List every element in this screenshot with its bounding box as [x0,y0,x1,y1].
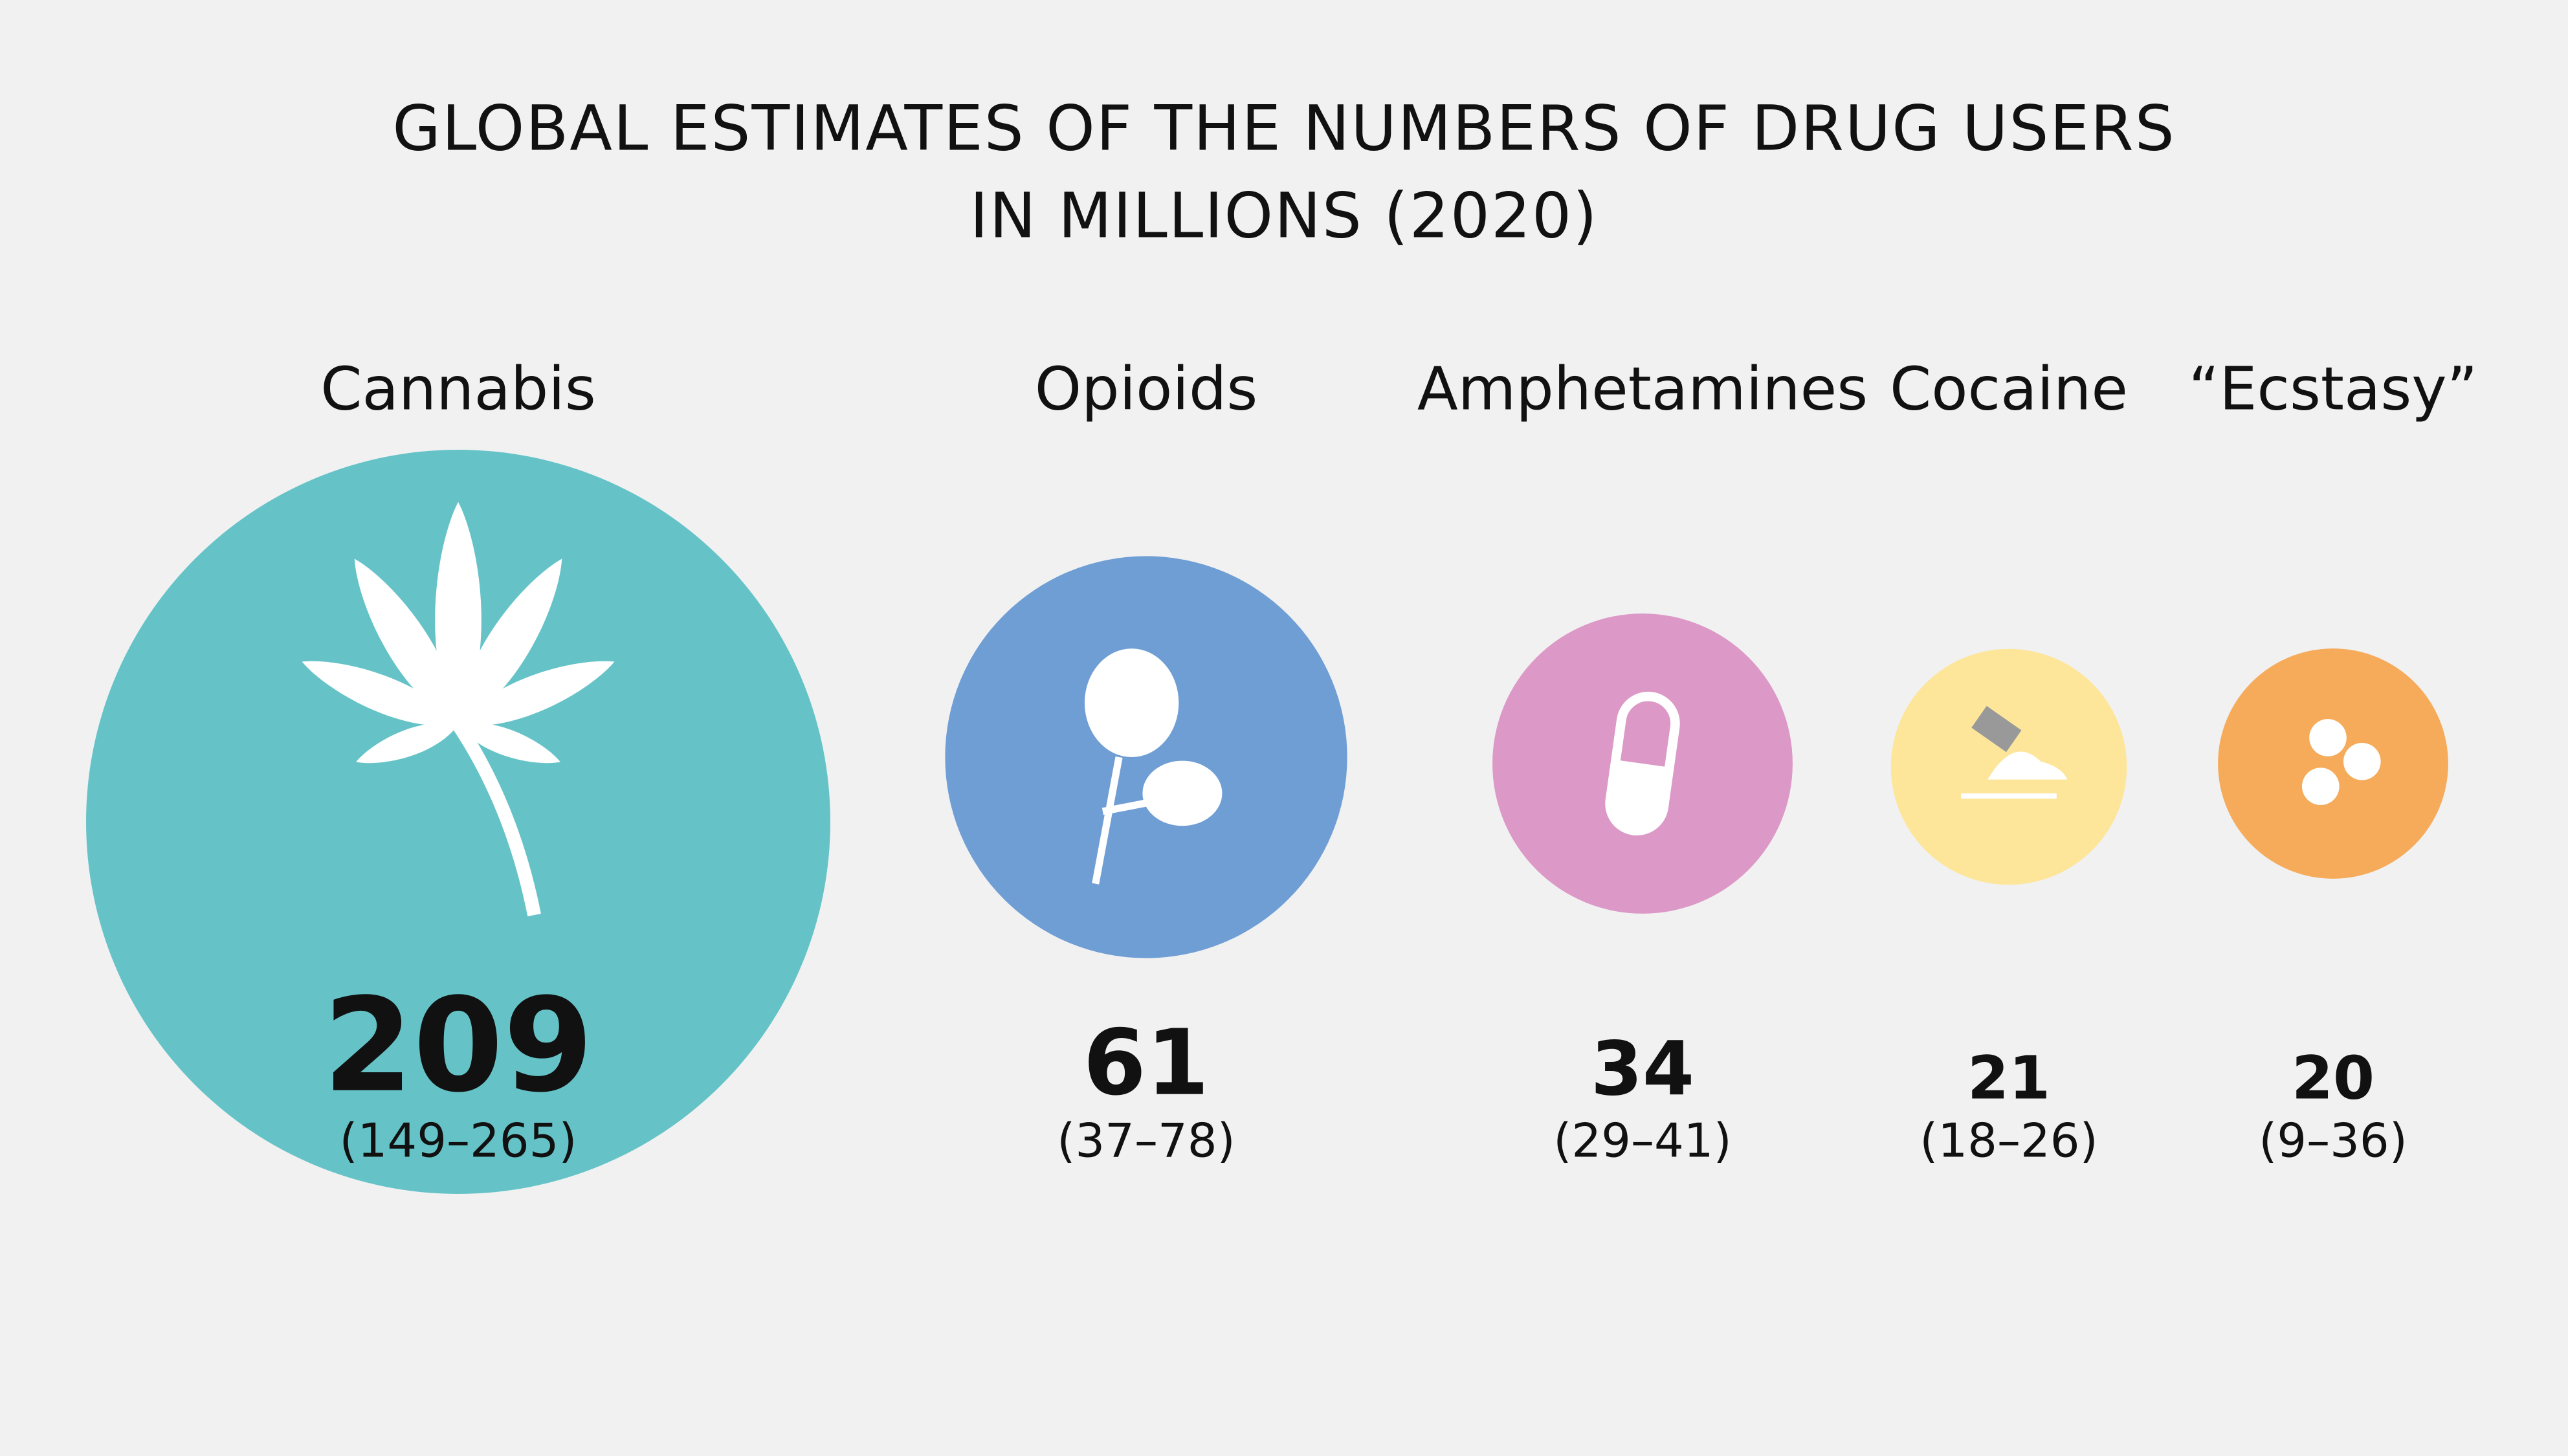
blade [1971,705,2022,753]
leaf [356,723,458,764]
leaf [435,502,482,725]
icon [1961,705,2068,799]
range-label: (37–78) [1057,1114,1235,1168]
line [1961,793,2057,799]
category-label: Opioids [1035,354,1258,423]
value-label: 61 [1083,1011,1210,1116]
pill [2301,767,2340,806]
pod [1084,648,1179,757]
leaf [302,661,458,726]
stem [452,721,541,917]
pill [2309,719,2347,756]
icon [1084,648,1223,885]
bubble [86,450,830,1194]
powder [1987,751,2068,780]
leaf [354,558,458,725]
chart-title: IN MILLIONS (2020) [969,179,1598,252]
range-label: (18–26) [1920,1114,2098,1168]
range-label: (29–41) [1553,1114,1731,1168]
chart-title: GLOBAL ESTIMATES OF THE NUMBERS OF DRUG … [392,92,2175,164]
icon [2301,719,2381,806]
capsule-half [1610,760,1670,831]
range-label: (149–265) [339,1114,577,1168]
value-label: 209 [323,971,593,1121]
category-label: Amphetamines [1417,354,1868,423]
value-label: 34 [1591,1026,1694,1113]
leaf [458,723,560,764]
leaf [458,661,615,726]
category-label: “Ecstasy” [2189,354,2478,423]
category-label: Cocaine [1890,354,2128,423]
bubble [945,556,1347,958]
range-label: (9–36) [2259,1114,2408,1168]
pill [2343,742,2381,780]
bubble [2218,648,2448,879]
leaf [458,558,562,725]
icon [1605,691,1680,836]
icon [302,502,615,917]
stem [1092,756,1151,885]
category-label: Cannabis [320,354,596,423]
value-label: 21 [1967,1043,2050,1112]
value-label: 20 [2292,1043,2374,1112]
pod [1142,760,1223,826]
